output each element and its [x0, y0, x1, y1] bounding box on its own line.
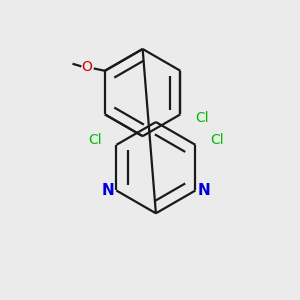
Text: Cl: Cl [88, 133, 102, 146]
Text: O: O [81, 60, 92, 74]
Text: N: N [198, 183, 211, 198]
Text: N: N [101, 183, 114, 198]
Text: Cl: Cl [195, 111, 208, 125]
Text: Cl: Cl [210, 133, 224, 146]
